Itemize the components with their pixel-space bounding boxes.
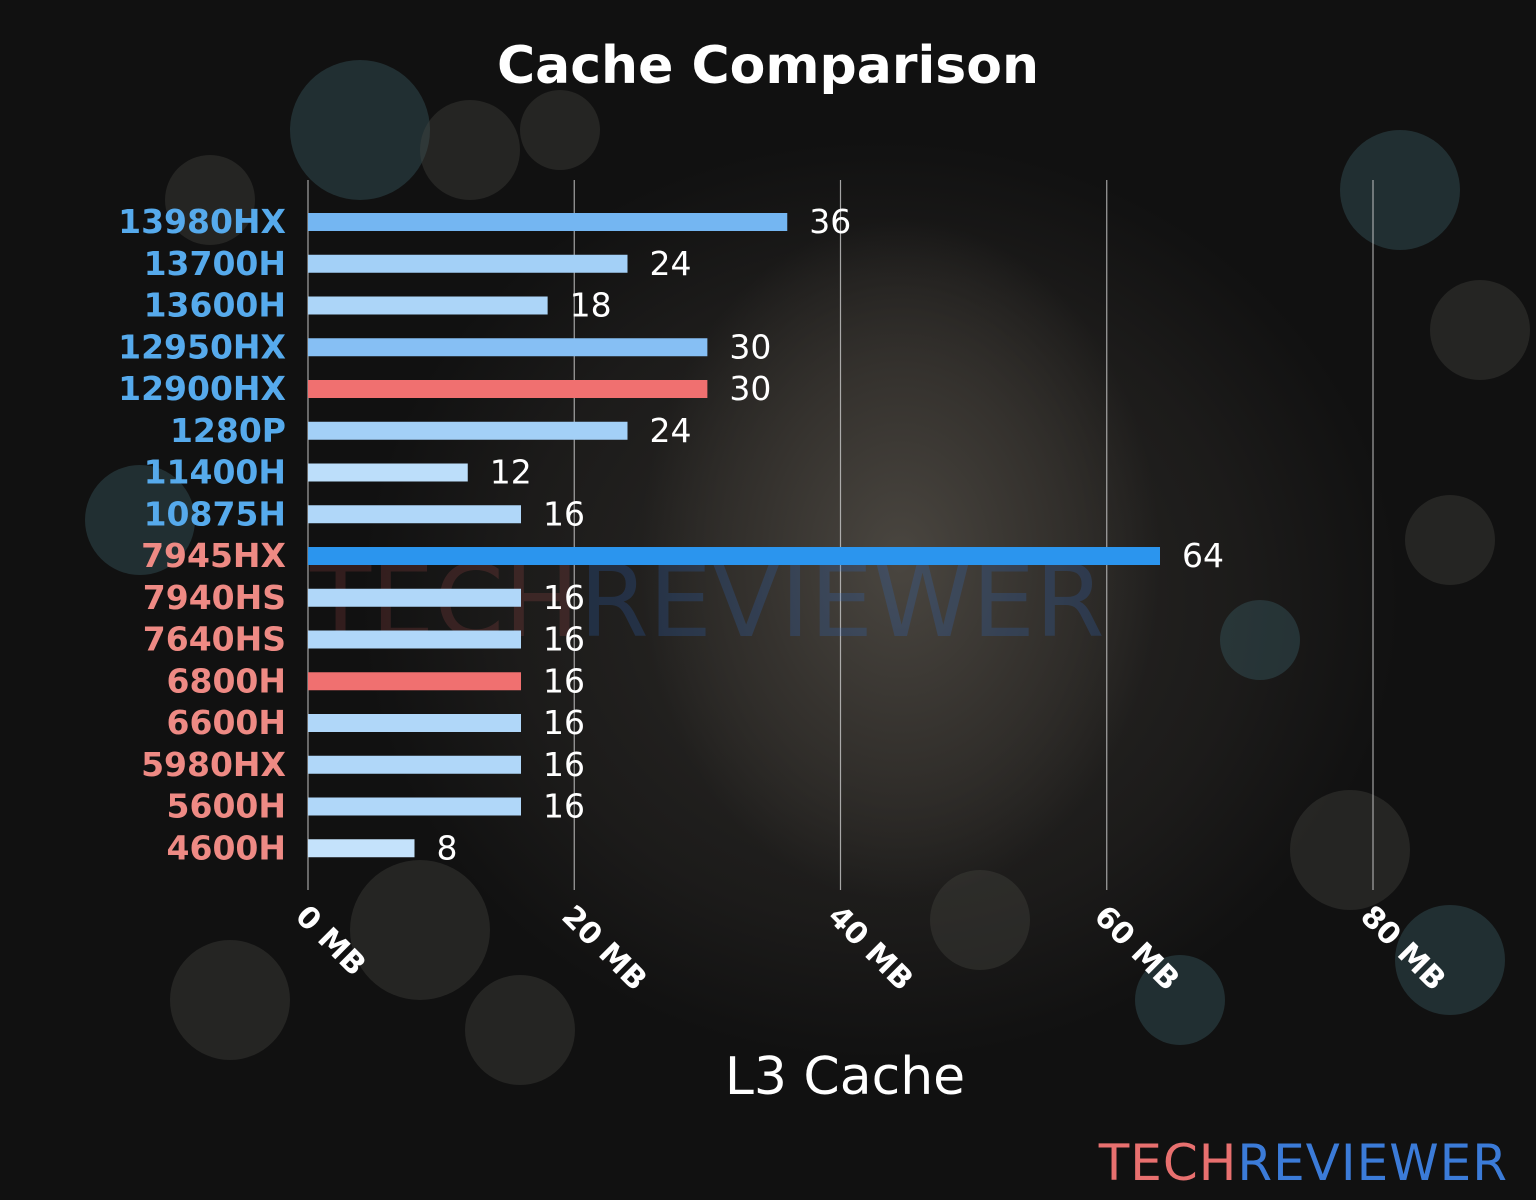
value-label: 12: [490, 453, 532, 492]
category-label: 10875H: [144, 494, 286, 533]
background-dot: [1135, 955, 1225, 1045]
background-dot: [1290, 790, 1410, 910]
background-dot: [170, 940, 290, 1060]
bar: [308, 547, 1160, 565]
chart-title: Cache Comparison: [497, 36, 1039, 96]
background-dot: [1395, 905, 1505, 1015]
bars-group: [308, 213, 1160, 858]
bar: [308, 630, 521, 649]
value-label: 16: [543, 620, 585, 659]
category-label: 12900HX: [118, 369, 286, 408]
background-dot: [85, 465, 195, 575]
background-dot: [1430, 280, 1530, 380]
value-label: 30: [729, 327, 771, 366]
category-label: 7945HX: [141, 536, 286, 575]
bar: [308, 380, 708, 398]
value-label: 24: [650, 411, 692, 450]
value-label: 30: [729, 369, 771, 408]
category-label: 6800H: [167, 661, 286, 700]
background-dot: [165, 155, 255, 245]
category-label: 13980HX: [118, 202, 286, 241]
background-dot: [350, 860, 490, 1000]
bar: [308, 714, 521, 732]
category-label: 13700H: [144, 244, 286, 283]
x-axis-ticks: 0 MB 20 MB 40 MB 60 MB 80 MB: [288, 899, 1452, 998]
value-label: 16: [543, 494, 585, 533]
brand-logo: TECHREVIEWER: [1099, 1138, 1508, 1188]
category-label: 7940HS: [143, 578, 286, 617]
bar: [308, 505, 521, 524]
background-dot: [1340, 130, 1460, 250]
bar: [308, 672, 521, 691]
value-label: 16: [543, 745, 585, 784]
x-tick-label: 20 MB: [555, 899, 654, 998]
bar: [308, 296, 548, 315]
brand-part-2: REVIEWER: [1237, 1134, 1508, 1192]
x-tick-label: 40 MB: [821, 899, 920, 998]
value-label: 16: [543, 661, 585, 700]
value-label: 16: [543, 578, 585, 617]
bar: [308, 588, 521, 607]
value-label: 18: [570, 286, 612, 325]
x-tick-label: 80 MB: [1353, 899, 1452, 998]
category-label: 5600H: [167, 787, 286, 826]
value-label: 16: [543, 703, 585, 742]
x-axis-label: L3 Cache: [725, 1047, 965, 1107]
x-tick-label: 0 MB: [288, 899, 372, 983]
background-dot: [420, 100, 520, 200]
bar: [308, 338, 708, 357]
background-dot: [930, 870, 1030, 970]
background-dot: [1405, 495, 1495, 585]
value-label: 8: [437, 828, 458, 867]
bar: [308, 254, 628, 273]
category-label: 6600H: [167, 703, 286, 742]
value-label: 24: [650, 244, 692, 283]
brand-part-1: TECH: [1098, 1134, 1238, 1192]
category-label: 4600H: [167, 828, 286, 867]
bar: [308, 213, 788, 231]
bar: [308, 463, 468, 482]
category-label: 5980HX: [141, 745, 286, 784]
background-dot: [1220, 600, 1300, 680]
category-label: 1280P: [170, 411, 286, 450]
value-label: 64: [1182, 536, 1224, 575]
category-label: 12950HX: [118, 327, 286, 366]
bar: [308, 421, 628, 440]
background-dot: [290, 60, 430, 200]
bar: [308, 755, 521, 774]
category-labels: 13980HX13700H13600H12950HX12900HX1280P11…: [118, 202, 286, 867]
category-label: 11400H: [144, 453, 286, 492]
background-dot: [520, 90, 600, 170]
background-dot: [465, 975, 575, 1085]
bar: [308, 797, 521, 816]
grid-lines: [307, 180, 1374, 890]
value-label: 36: [809, 202, 851, 241]
category-label: 13600H: [144, 286, 286, 325]
category-label: 7640HS: [143, 620, 286, 659]
x-tick-label: 60 MB: [1087, 899, 1186, 998]
value-label: 16: [543, 787, 585, 826]
bar: [308, 839, 415, 858]
